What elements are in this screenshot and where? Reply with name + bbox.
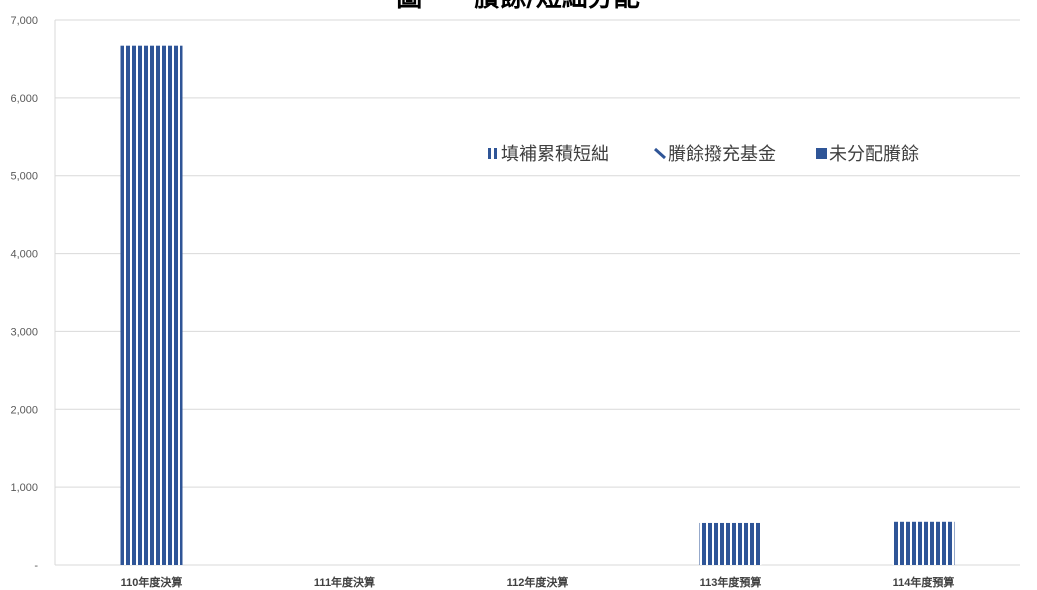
legend-swatch-vertical-stripes xyxy=(494,148,497,159)
y-tick-label: 7,000 xyxy=(10,15,38,27)
y-tick-label: - xyxy=(34,560,38,572)
x-tick-label: 112年度決算 xyxy=(507,575,569,589)
y-tick-label: 6,000 xyxy=(10,93,38,105)
chart-title-layer: 圖 賸餘/短絀分配 xyxy=(396,0,640,13)
chart-title: 圖 賸餘/短絀分配 xyxy=(396,0,640,13)
legend-swatch-diagonal-stripes xyxy=(653,147,667,160)
y-tick-label: 2,000 xyxy=(10,404,38,416)
bar-1-1 xyxy=(120,45,183,565)
legend-item-2: 賸餘撥充基金 xyxy=(653,144,776,165)
legend-swatch-vertical-stripes xyxy=(488,148,491,159)
axes: - 1,000 2,000 3,000 4,000 5,000 6,000 7,000 110年… xyxy=(10,15,954,589)
bars xyxy=(120,45,955,565)
x-tick-label: 113年度預算 xyxy=(700,575,762,589)
legend-item-3: 未分配賸餘 xyxy=(816,144,919,165)
bar-1-4 xyxy=(699,522,762,565)
bar-1-5 xyxy=(892,521,955,565)
x-tick-label: 114年度預算 xyxy=(893,575,955,589)
legend-item-1: 填補累積短絀 xyxy=(488,144,609,165)
legend-label: 填補累積短絀 xyxy=(501,144,609,165)
legend-label: 賸餘撥充基金 xyxy=(668,144,776,165)
x-tick-label: 111年度決算 xyxy=(314,575,375,589)
legend-swatch-solid xyxy=(816,148,827,159)
y-tick-label: 4,000 xyxy=(10,249,38,261)
gridlines xyxy=(55,19,1020,566)
legend-label: 未分配賸餘 xyxy=(829,144,919,165)
y-tick-label: 5,000 xyxy=(10,171,38,183)
x-tick-label: 110年度決算 xyxy=(121,575,183,589)
legend: 填補累積短絀 賸餘撥充基金 未分配賸餘 xyxy=(488,144,919,165)
y-tick-label: 3,000 xyxy=(10,326,38,338)
y-tick-label: 1,000 xyxy=(10,482,38,494)
